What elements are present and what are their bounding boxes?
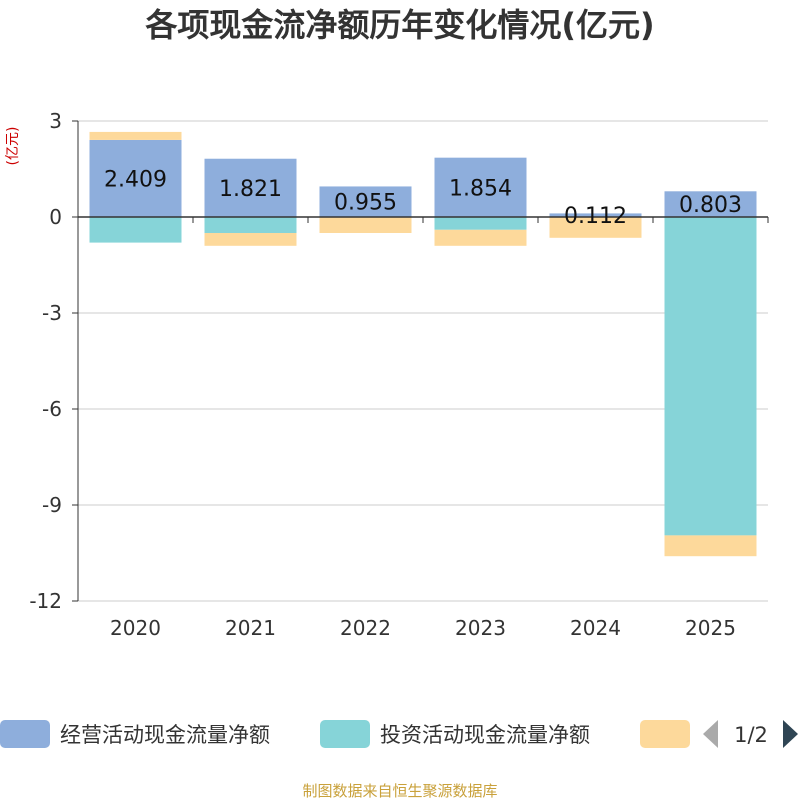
x-tick-label: 2025 <box>685 616 736 640</box>
y-tick-label: 0 <box>49 205 62 229</box>
legend-swatch[interactable] <box>0 720 50 748</box>
y-tick-label: -6 <box>42 397 62 421</box>
legend-swatch[interactable] <box>640 720 690 748</box>
legend-page-indicator: 1/2 <box>734 723 768 747</box>
bar-segment-series2 <box>434 217 527 230</box>
y-tick-label: -9 <box>42 493 62 517</box>
bar-segment-series2 <box>204 217 297 233</box>
bar-segment-series3 <box>434 229 527 246</box>
bar-segment-series2 <box>664 217 757 536</box>
data-labels: 2.409 1.821 0.955 1.854 0.112 0.803 <box>104 167 742 229</box>
bar-segment-series1 <box>434 157 527 217</box>
axes-group: 3 0 -3 -6 -9 -12 2020 2021 2022 2023 2024 2025 <box>29 109 769 640</box>
bar-segment-series3 <box>89 131 182 140</box>
source-note: 制图数据来自恒生聚源数据库 <box>302 782 497 800</box>
x-tick-label: 2020 <box>110 616 161 640</box>
bar-segment-series3 <box>319 217 412 233</box>
data-label: 1.821 <box>219 177 282 202</box>
data-label: 0.112 <box>564 204 627 229</box>
bar-segment-series3 <box>204 233 297 246</box>
data-label: 0.955 <box>334 191 397 216</box>
y-tick-label: -12 <box>29 589 62 613</box>
bar-segment-series1 <box>204 158 297 217</box>
grid-lines <box>78 120 768 602</box>
data-label: 2.409 <box>104 167 167 192</box>
x-tick-label: 2023 <box>455 616 506 640</box>
y-tick-label: 3 <box>49 109 62 133</box>
bar-segment-series1 <box>549 213 642 217</box>
x-tick-label: 2022 <box>340 616 391 640</box>
x-tick-label: 2024 <box>570 616 621 640</box>
bar-segment-series1 <box>89 139 182 217</box>
y-tick-label: -3 <box>42 301 62 325</box>
chart-title: 各项现金流净额历年变化情况(亿元) <box>145 6 654 44</box>
legend-label[interactable]: 投资活动现金流量净额 <box>380 723 590 747</box>
legend-next-arrow-icon[interactable] <box>783 720 798 748</box>
legend-swatch[interactable] <box>320 720 370 748</box>
data-label: 1.854 <box>449 176 512 201</box>
y-axis-unit: (亿元) <box>5 127 21 166</box>
legend-prev-arrow-icon[interactable] <box>703 720 718 748</box>
bars-group <box>89 131 757 557</box>
legend: 经营活动现金流量净额 投资活动现金流量净额 1/2 <box>0 720 798 748</box>
bar-segment-series1 <box>319 186 412 217</box>
x-tick-label: 2021 <box>225 616 276 640</box>
data-label: 0.803 <box>679 193 742 218</box>
bar-segment-series1 <box>664 191 757 217</box>
bar-segment-series3 <box>549 217 642 238</box>
legend-label[interactable]: 经营活动现金流量净额 <box>60 723 270 747</box>
bar-segment-series3 <box>664 535 757 557</box>
bar-segment-series2 <box>89 217 182 243</box>
